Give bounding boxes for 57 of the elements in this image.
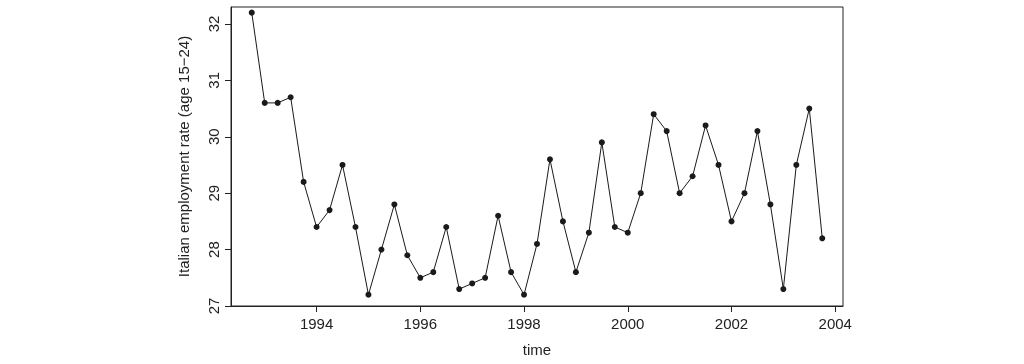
point (456, 286, 463, 293)
point (352, 224, 359, 231)
y-tick-label: 29 (205, 184, 222, 202)
point (248, 9, 255, 16)
point (378, 246, 385, 253)
point (663, 128, 670, 135)
point (611, 224, 618, 231)
point (521, 291, 528, 298)
point (819, 235, 826, 242)
point (702, 122, 709, 129)
point (495, 212, 502, 219)
point (546, 156, 553, 163)
point (624, 229, 631, 236)
point (339, 161, 346, 168)
point (676, 190, 683, 197)
point (430, 269, 437, 276)
point (300, 178, 307, 185)
point (572, 269, 579, 276)
point (715, 161, 722, 168)
x-axis-title: time (522, 341, 552, 358)
point (482, 274, 489, 281)
x-tick-label: 2002 (714, 315, 749, 332)
point (287, 94, 294, 101)
x-tick-label: 2004 (818, 315, 852, 332)
point (767, 201, 774, 208)
point (274, 99, 281, 106)
y-tick-label: 30 (205, 128, 222, 146)
point (585, 229, 592, 236)
point (469, 280, 476, 287)
y-tick-label: 32 (205, 15, 222, 33)
point (391, 201, 398, 208)
point (534, 240, 540, 247)
point (793, 161, 800, 168)
point (559, 218, 566, 225)
point (598, 139, 605, 146)
point (689, 173, 696, 180)
point (637, 190, 644, 197)
point (261, 99, 268, 106)
x-tick-label: 1996 (403, 315, 437, 332)
point (741, 190, 748, 197)
point (650, 111, 657, 118)
x-tick-label: 1998 (507, 315, 541, 332)
y-axis-title: Italian employment rate (age 15−24) (175, 35, 192, 278)
point (404, 252, 411, 259)
point (443, 224, 450, 231)
point (417, 274, 424, 281)
point (326, 207, 333, 214)
y-tick-label: 28 (205, 241, 222, 258)
point (508, 269, 515, 276)
point (754, 128, 761, 135)
point (365, 291, 372, 298)
y-tick-label: 31 (205, 72, 222, 89)
point (780, 286, 787, 293)
y-tick-label: 27 (205, 297, 222, 315)
point (313, 224, 320, 231)
x-tick-label: 2000 (611, 315, 645, 332)
x-tick-label: 1994 (299, 315, 334, 332)
